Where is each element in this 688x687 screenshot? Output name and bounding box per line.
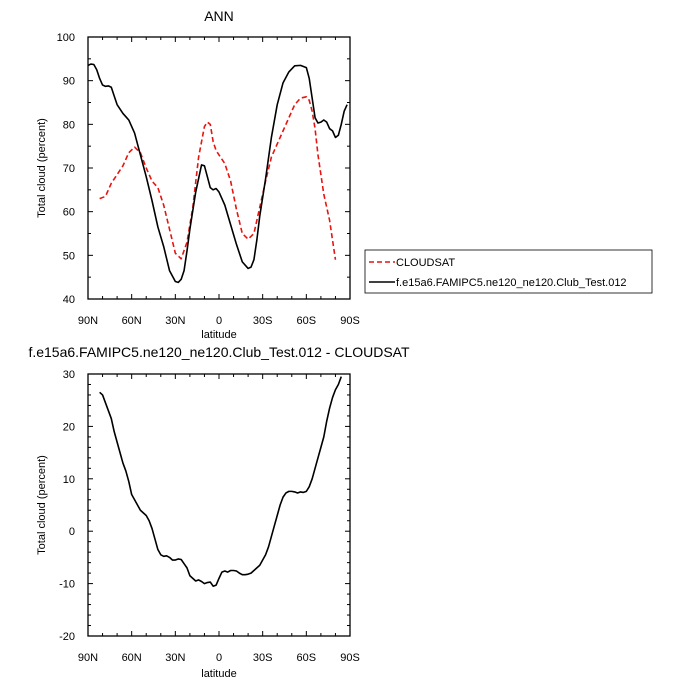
x-tick-label: 90N [78,652,98,664]
panel-2-xlabel: latitude [201,668,236,680]
annual-cloud-panel: ANN latitude Total cloud (percent) 90N 60… [36,8,360,341]
x-tick-label: 60N [122,652,142,664]
x-tick-label: 60S [297,652,317,664]
y-tick-label: 30 [63,369,75,381]
x-tick-label: 90S [340,652,360,664]
x-tick-label: 0 [216,652,222,664]
x-tick-label: 30N [165,315,185,327]
panel-1-xlabel: latitude [201,329,236,341]
panel-2-frame [87,373,351,637]
x-tick-label: 90N [78,315,98,327]
y-tick-label: 70 [63,163,75,175]
panel-1-ylabel: Total cloud (percent) [36,118,48,218]
difference-panel: f.e15a6.FAMIPC5.ne120_ne120.Club_Test.01… [28,344,410,680]
panel-2-ylabel: Total cloud (percent) [36,455,48,555]
series-line-f-e15a6-famipc5-ne120-ne120-club-test-012 [88,63,348,284]
y-tick-label: 60 [63,207,75,219]
legend: CLOUDSAT f.e15a6.FAMIPC5.ne120_ne120.Clu… [364,249,653,294]
y-tick-label: 20 [63,421,75,433]
x-tick-label: 30N [165,652,185,664]
x-tick-label: 60N [122,315,142,327]
x-tick-label: 60S [297,315,317,327]
y-tick-label: 10 [63,474,75,486]
x-tick-label: 90S [340,315,360,327]
series-line-cloudsat [99,96,337,260]
y-tick-label: 40 [63,294,75,306]
legend-label-model: f.e15a6.FAMIPC5.ne120_ne120.Club_Test.01… [396,277,627,289]
y-tick-label: 80 [63,119,75,131]
panel-1-title: ANN [204,8,234,24]
legend-label-cloudsat: CLOUDSAT [396,257,455,269]
x-tick-label: 30S [253,652,273,664]
y-tick-label: 100 [57,32,75,44]
y-tick-label: 0 [69,526,75,538]
x-tick-label: 30S [253,315,273,327]
legend-box [364,249,653,294]
y-tick-label: 50 [63,250,75,262]
panel-1-frame [87,36,351,300]
series-line-difference [99,376,343,588]
panel-2-title: f.e15a6.FAMIPC5.ne120_ne120.Club_Test.01… [28,344,410,360]
y-tick-label: -20 [59,631,75,643]
x-tick-label: 0 [216,315,222,327]
y-tick-label: -10 [59,579,75,591]
y-tick-label: 90 [63,76,75,88]
